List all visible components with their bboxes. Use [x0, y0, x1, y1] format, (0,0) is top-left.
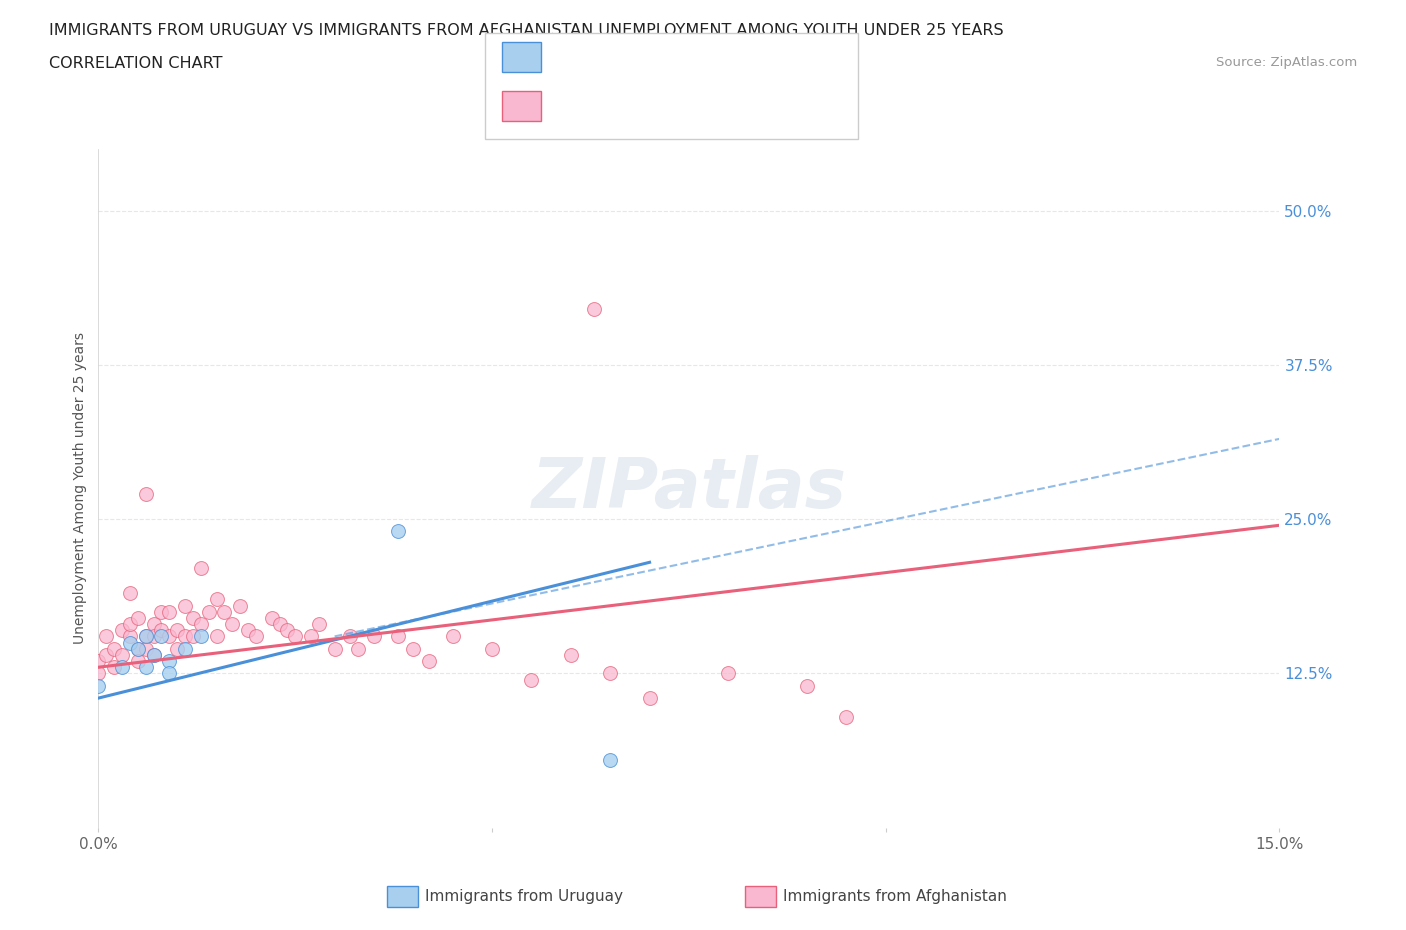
Point: [103, 642, 125, 657]
Point: [150, 604, 173, 619]
Point: [441, 629, 464, 644]
Point: [150, 623, 173, 638]
Point: [221, 617, 243, 631]
Point: [520, 672, 543, 687]
Point: [118, 586, 141, 601]
Text: N = 63: N = 63: [703, 98, 768, 116]
Point: [418, 654, 440, 669]
Point: [308, 617, 330, 631]
Point: [205, 629, 228, 644]
Point: [96, 647, 118, 662]
Point: [166, 623, 188, 638]
Point: [111, 623, 134, 638]
Point: [142, 647, 165, 662]
Point: [387, 524, 409, 538]
Point: [135, 629, 157, 644]
Point: [190, 561, 212, 576]
Point: [118, 617, 141, 631]
Point: [157, 654, 180, 669]
Point: [402, 642, 425, 657]
Point: [174, 598, 197, 613]
Text: Source: ZipAtlas.com: Source: ZipAtlas.com: [1216, 56, 1357, 69]
Text: R = 0.488: R = 0.488: [553, 48, 640, 67]
Point: [205, 591, 228, 606]
Point: [150, 629, 173, 644]
Point: [717, 666, 740, 681]
Point: [363, 629, 385, 644]
Point: [87, 654, 110, 669]
Point: [481, 642, 503, 657]
Point: [111, 647, 134, 662]
Point: [269, 617, 291, 631]
Point: [135, 659, 157, 674]
Point: [142, 617, 165, 631]
Point: [135, 487, 157, 502]
Text: IMMIGRANTS FROM URUGUAY VS IMMIGRANTS FROM AFGHANISTAN UNEMPLOYMENT AMONG YOUTH : IMMIGRANTS FROM URUGUAY VS IMMIGRANTS FR…: [49, 23, 1004, 38]
Point: [127, 642, 149, 657]
Point: [236, 623, 259, 638]
Point: [796, 678, 818, 693]
Point: [118, 629, 141, 644]
Point: [111, 659, 134, 674]
Point: [190, 629, 212, 644]
Point: [323, 642, 346, 657]
Point: [135, 642, 157, 657]
Point: [214, 604, 236, 619]
Point: [599, 666, 621, 681]
Text: CORRELATION CHART: CORRELATION CHART: [49, 56, 222, 71]
Point: [276, 623, 298, 638]
Point: [135, 629, 157, 644]
Point: [157, 666, 180, 681]
Point: [560, 647, 582, 662]
Point: [181, 610, 204, 625]
Text: ZIPatlas: ZIPatlas: [531, 455, 846, 522]
Point: [103, 659, 125, 674]
Point: [142, 647, 165, 662]
Point: [347, 642, 370, 657]
Point: [157, 629, 180, 644]
Point: [127, 642, 149, 657]
Point: [339, 629, 361, 644]
Point: [127, 654, 149, 669]
Text: Immigrants from Uruguay: Immigrants from Uruguay: [425, 889, 623, 904]
Text: N = 14: N = 14: [703, 48, 768, 67]
Text: R =  0.319: R = 0.319: [553, 98, 645, 116]
Point: [387, 629, 409, 644]
Point: [87, 666, 110, 681]
Point: [835, 710, 858, 724]
Point: [174, 642, 197, 657]
Text: Immigrants from Afghanistan: Immigrants from Afghanistan: [783, 889, 1007, 904]
Point: [157, 604, 180, 619]
Point: [245, 629, 267, 644]
Point: [583, 302, 606, 317]
Point: [190, 617, 212, 631]
Point: [142, 629, 165, 644]
Point: [174, 629, 197, 644]
Point: [197, 604, 219, 619]
Point: [118, 635, 141, 650]
Point: [127, 610, 149, 625]
Point: [299, 629, 322, 644]
Point: [96, 629, 118, 644]
Point: [284, 629, 307, 644]
Point: [229, 598, 252, 613]
Point: [599, 752, 621, 767]
Point: [638, 691, 661, 706]
Point: [87, 678, 110, 693]
Point: [260, 610, 283, 625]
Y-axis label: Unemployment Among Youth under 25 years: Unemployment Among Youth under 25 years: [73, 332, 87, 644]
Point: [181, 629, 204, 644]
Point: [166, 642, 188, 657]
